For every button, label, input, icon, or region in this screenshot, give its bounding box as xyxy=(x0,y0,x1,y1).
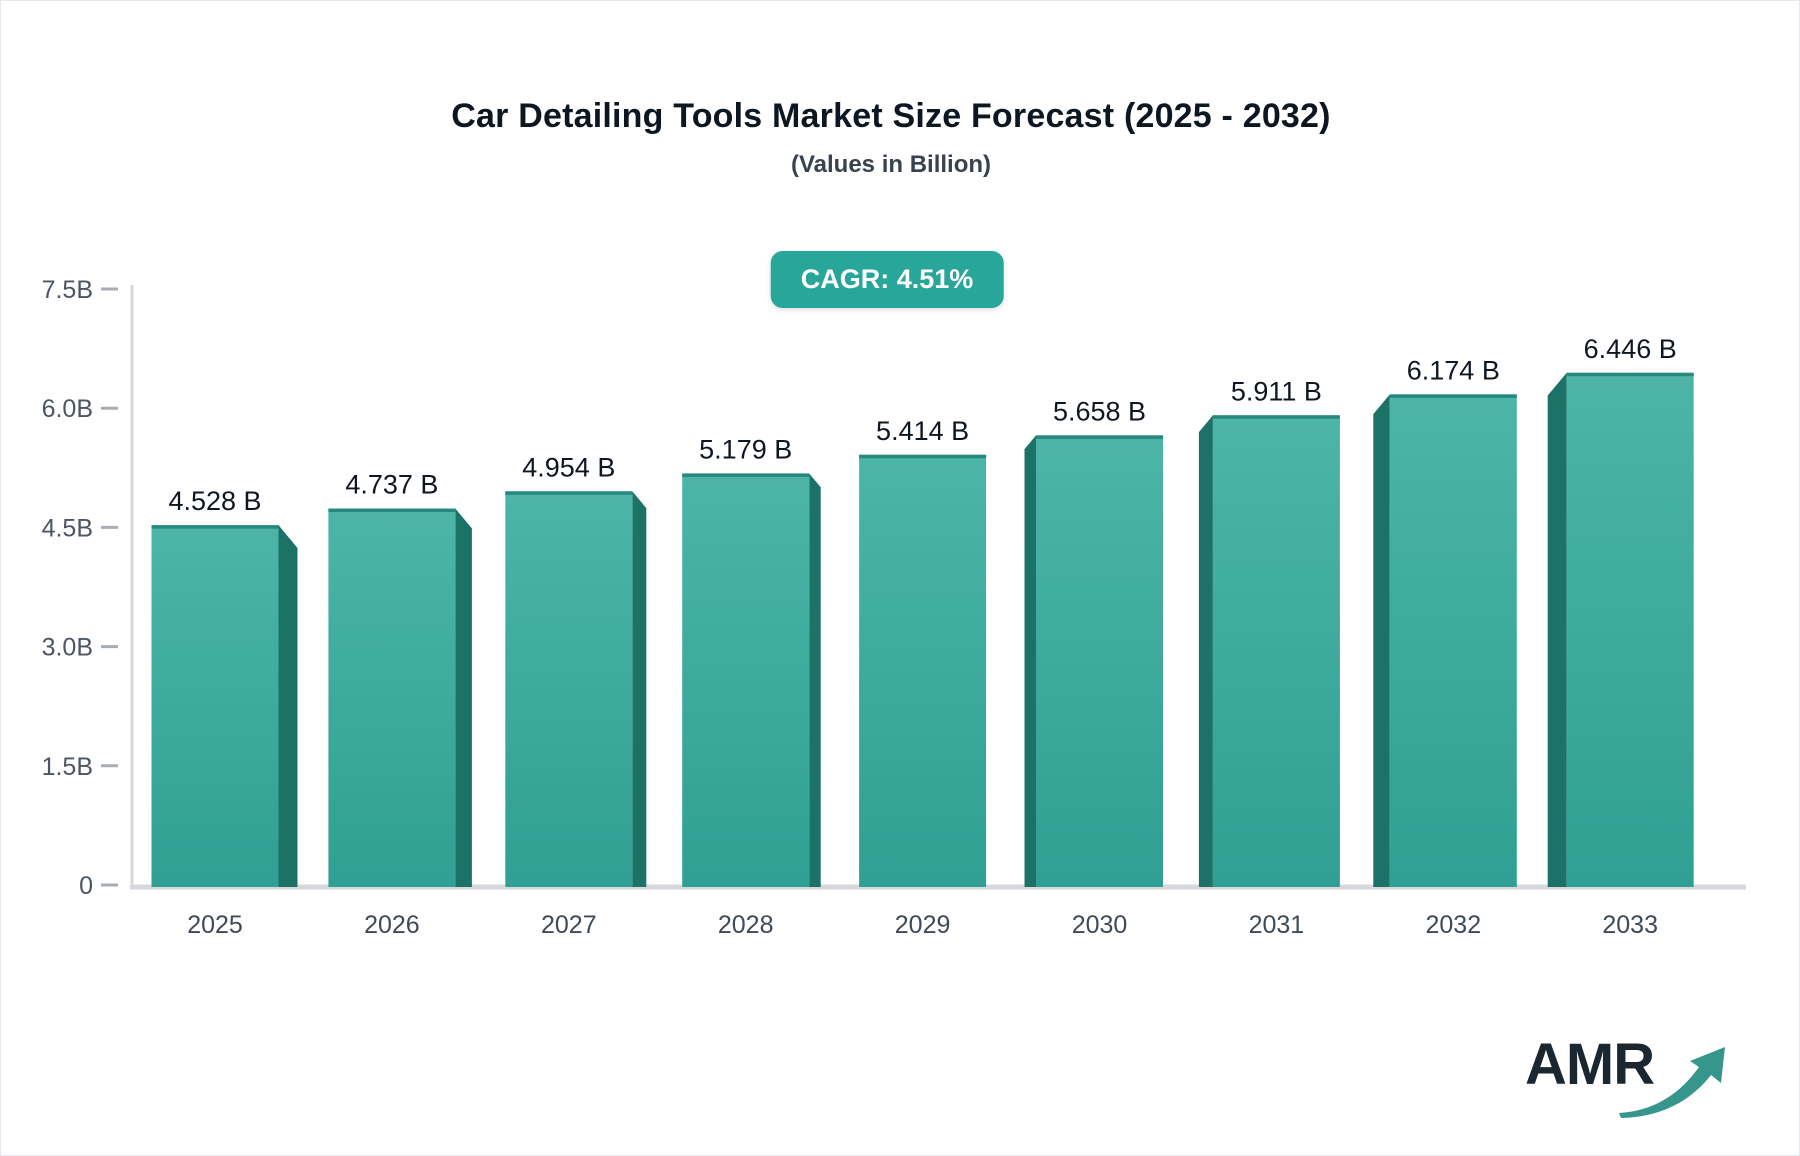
cagr-badge: CAGR: 4.51% xyxy=(770,251,1004,308)
x-tick-label-2025: 2025 xyxy=(187,911,243,939)
y-tick-label-1.5B: 1.5B xyxy=(42,753,93,781)
value-label-2025: 4.528 B xyxy=(168,486,261,516)
bar-2032 xyxy=(1389,394,1517,887)
value-label-2027: 4.954 B xyxy=(522,452,615,482)
y-tick-label-3.0B: 3.0B xyxy=(42,634,93,662)
bar-side-face-2026 xyxy=(455,508,472,887)
value-label-2032: 6.174 B xyxy=(1407,355,1500,385)
bar-group-2030 xyxy=(1024,435,1163,887)
bar-2027 xyxy=(505,491,633,887)
growth-arrow-icon xyxy=(1619,1047,1725,1118)
bar-top-edge-2029 xyxy=(859,454,987,459)
x-tick-label-2028: 2028 xyxy=(718,911,774,939)
bar-side-face-2027 xyxy=(632,491,647,887)
bar-group-2032 xyxy=(1373,394,1517,887)
bar-group-2025 xyxy=(151,525,298,887)
y-tick-label-0: 0 xyxy=(79,872,93,900)
x-tick-label-2031: 2031 xyxy=(1249,911,1305,939)
chart-title: Car Detailing Tools Market Size Forecast… xyxy=(451,97,1331,135)
bar-side-face-2032 xyxy=(1373,394,1390,887)
value-label-2030: 5.658 B xyxy=(1053,396,1146,426)
value-label-2029: 5.414 B xyxy=(876,416,969,446)
bar-top-edge-2032 xyxy=(1389,394,1517,398)
bar-side-face-2031 xyxy=(1198,415,1213,887)
bar-2026 xyxy=(328,508,456,887)
bar-top-edge-2033 xyxy=(1566,372,1694,377)
bar-2030 xyxy=(1036,435,1163,887)
amr-logo-text: AMR xyxy=(1525,1032,1655,1097)
bar-group-2031 xyxy=(1198,415,1340,887)
bar-2031 xyxy=(1212,415,1340,887)
value-label-2031: 5.911 B xyxy=(1231,376,1322,406)
bar-top-edge-2026 xyxy=(328,508,456,513)
value-label-2028: 5.179 B xyxy=(699,434,792,464)
bar-2025 xyxy=(151,525,279,887)
bar-top-edge-2028 xyxy=(682,473,810,477)
x-tick-label-2029: 2029 xyxy=(895,911,951,939)
bar-2028 xyxy=(682,473,810,887)
bar-2033 xyxy=(1566,372,1694,887)
x-tick-label-2030: 2030 xyxy=(1072,911,1128,939)
chart-subtitle: (Values in Billion) xyxy=(790,151,992,178)
value-label-2033: 6.446 B xyxy=(1584,334,1677,364)
bar-side-face-2025 xyxy=(278,525,298,887)
y-tick-label-4.5B: 4.5B xyxy=(42,514,93,542)
bar-group-2027 xyxy=(505,491,647,887)
x-tick-label-2027: 2027 xyxy=(541,911,597,939)
x-tick-label-2033: 2033 xyxy=(1602,911,1658,939)
bar-group-2033 xyxy=(1547,372,1694,887)
x-tick-label-2026: 2026 xyxy=(364,911,420,939)
amr-logo: AMR xyxy=(1525,1023,1735,1123)
bar-top-edge-2031 xyxy=(1212,415,1340,419)
bar-group-2026 xyxy=(328,508,472,887)
x-tick-label-2032: 2032 xyxy=(1425,911,1481,939)
bar-side-face-2033 xyxy=(1547,372,1567,887)
value-label-2026: 4.737 B xyxy=(345,470,438,500)
labels-layer: 4.528 B 2025 4.737 B 2026 4.954 B 2027 5.179 B… xyxy=(168,334,1676,939)
y-tick-label-6.0B: 6.0B xyxy=(42,395,93,423)
bar-2029 xyxy=(859,454,987,887)
bar-side-face-2030 xyxy=(1024,435,1036,887)
bar-side-face-2028 xyxy=(809,473,821,887)
bar-top-edge-2025 xyxy=(151,525,279,529)
bar-top-edge-2027 xyxy=(505,491,633,495)
y-tick-label-7.5B: 7.5B xyxy=(42,276,93,304)
bars-layer xyxy=(151,372,1694,887)
bar-group-2028 xyxy=(682,473,821,887)
bar-group-2029 xyxy=(859,454,987,887)
bar-top-edge-2030 xyxy=(1036,435,1163,439)
